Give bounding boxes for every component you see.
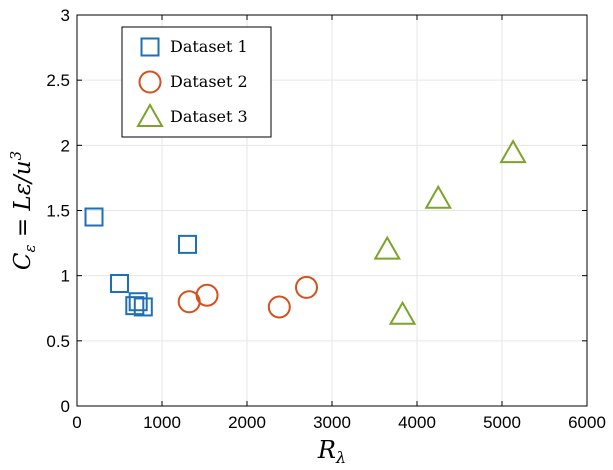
- data-point-circle: [195, 283, 219, 307]
- y-tick-label: 3: [61, 6, 70, 25]
- legend-marker-square: [140, 37, 160, 57]
- y-tick-label: 2: [61, 136, 70, 155]
- x-tick-label: 2000: [228, 413, 266, 432]
- x-tick-label: 5000: [483, 413, 521, 432]
- legend-label: Dataset 3: [170, 107, 248, 126]
- legend-label: Dataset 1: [170, 37, 248, 56]
- y-axis-label: Cε = Lε/u3: [7, 151, 39, 270]
- data-point-square: [133, 297, 153, 317]
- data-point-triangle: [388, 300, 417, 325]
- y-axis-label-base: C: [10, 252, 36, 270]
- x-tick-label: 1000: [143, 413, 181, 432]
- data-point-triangle: [373, 235, 401, 260]
- x-tick-label: 0: [72, 413, 81, 432]
- y-axis-label-mid: = Lε/u: [10, 160, 36, 244]
- x-tick-label: 3000: [313, 413, 351, 432]
- data-point-triangle: [499, 139, 527, 164]
- legend-marker-circle: [138, 70, 162, 94]
- data-point-square: [84, 207, 104, 227]
- x-tick-label: 6000: [568, 413, 606, 432]
- legend-marker-triangle: [136, 102, 164, 127]
- legend-box: [121, 26, 272, 138]
- data-points: [84, 139, 527, 325]
- legend-label: Dataset 2: [170, 72, 248, 91]
- data-point-square: [110, 273, 129, 293]
- data-point-triangle: [424, 184, 452, 209]
- x-axis-label: Rλ: [317, 436, 346, 467]
- x-axis-label-sub: λ: [335, 448, 346, 467]
- y-axis-label-sub: ε: [21, 244, 39, 252]
- legend: Dataset 1 Dataset 2 Dataset 3: [121, 26, 272, 138]
- data-point-circle: [267, 295, 291, 319]
- x-axis-label-base: R: [317, 436, 336, 464]
- data-point-square: [128, 292, 148, 312]
- y-axis-label-sup: 3: [7, 151, 25, 161]
- axis-ticks: 0 1000 2000 3000 4000 5000 6000 0 0.5 1 1.5 2 2.5 3: [46, 6, 606, 432]
- y-tick-label: 1: [61, 267, 70, 286]
- y-tick-label: 2.5: [46, 71, 70, 90]
- data-point-square: [178, 234, 197, 254]
- y-tick-label: 0: [61, 397, 70, 416]
- y-tick-label: 0.5: [46, 332, 70, 351]
- data-point-circle: [295, 275, 318, 299]
- y-tick-label: 1.5: [46, 202, 70, 221]
- x-tick-label: 4000: [398, 413, 436, 432]
